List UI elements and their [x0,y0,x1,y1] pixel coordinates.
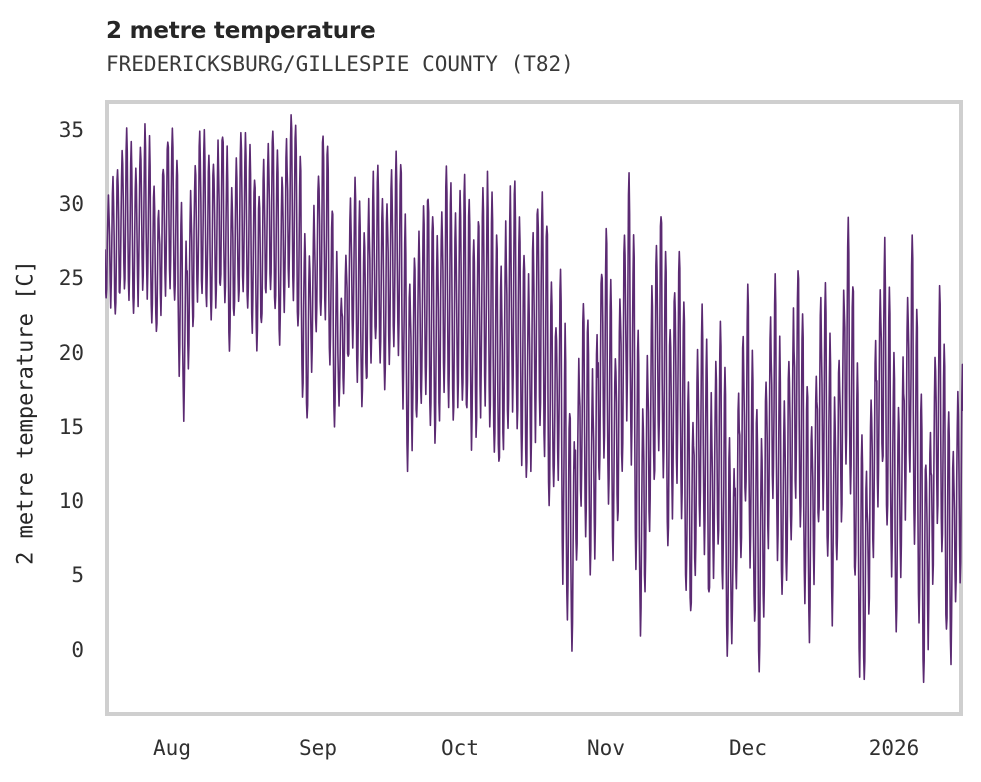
y-tick-label: 15 [58,414,84,439]
chart-title: 2 metre temperature [106,18,376,44]
x-tick-label: Aug [153,736,191,760]
axis-spine-top [105,100,963,104]
y-tick-label: 20 [58,340,84,365]
y-tick-label: 0 [71,637,84,662]
axis-spine-bottom [105,712,963,716]
temperature-line [105,114,963,684]
chart-subtitle: FREDERICKSBURG/GILLESPIE COUNTY (T82) [106,52,574,76]
x-tick-label: 2026 [868,736,920,760]
axis-spine-left [105,100,109,716]
x-tick-label: Sep [299,736,337,760]
y-tick-label: 35 [58,117,84,142]
y-axis-label: 2 metre temperature [C] [13,260,39,565]
temperature-series [105,114,963,684]
y-tick-label: 25 [58,266,84,291]
x-tick-label: Dec [729,736,767,760]
y-tick-label: 10 [58,489,84,514]
y-tick-label: 5 [71,563,84,588]
y-tick-label: 30 [58,191,84,216]
x-tick-label: Oct [441,736,479,760]
x-tick-label: Nov [587,736,625,760]
